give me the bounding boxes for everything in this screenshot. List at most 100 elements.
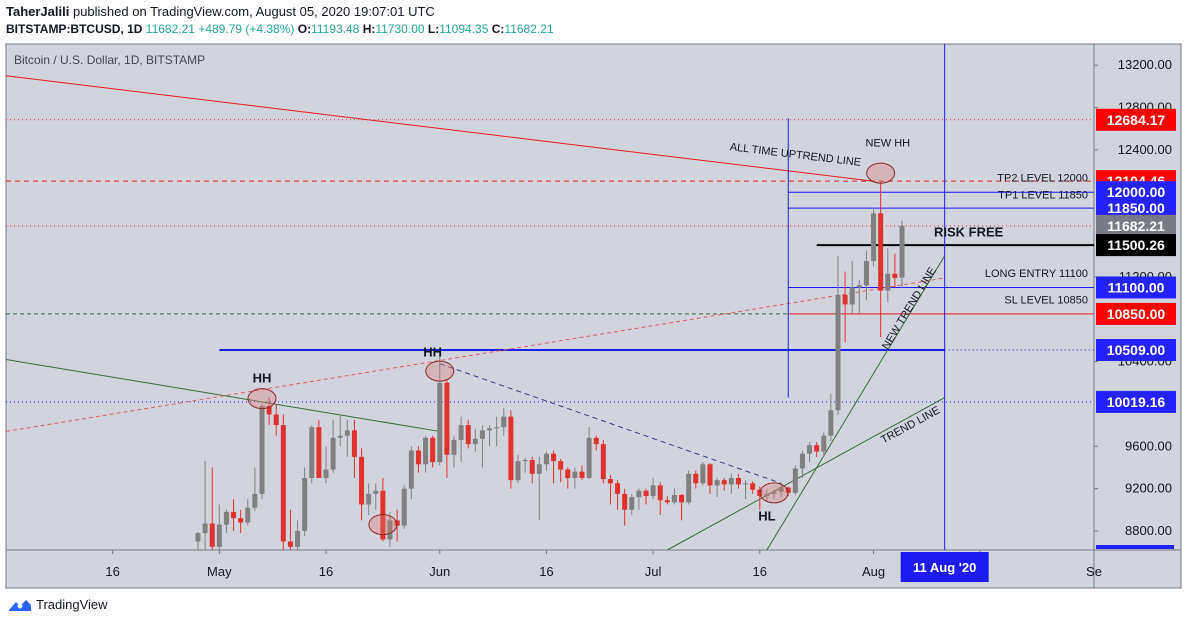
price-label-text: 10850.00 (1107, 306, 1166, 322)
candle-body (728, 478, 734, 485)
candle (750, 481, 756, 494)
candle (799, 450, 805, 479)
publish-info: published on TradingView.com, August 05,… (72, 4, 435, 19)
highlight-circle (759, 482, 789, 504)
y-tick-label: 12400.00 (1118, 142, 1172, 157)
candle-body (359, 456, 365, 505)
candle-body (871, 213, 877, 262)
candle-body (501, 416, 507, 428)
x-tick-label: 16 (753, 564, 767, 579)
candle-body (586, 437, 592, 479)
footer-brand[interactable]: TradingView (36, 597, 108, 612)
candle-body (856, 285, 862, 288)
candle (302, 467, 308, 537)
price-label: 11100.00 (1096, 276, 1176, 299)
price-label: 11500.26 (1096, 234, 1176, 257)
price-label-text: 11682.21 (1107, 218, 1165, 234)
candle (309, 425, 315, 484)
low-value: 11094.35 (439, 22, 489, 36)
x-tick-label: 16 (539, 564, 553, 579)
candle (238, 509, 244, 534)
candle-body (266, 406, 272, 415)
date-marker-box (900, 552, 989, 582)
candle-body (245, 507, 251, 523)
candle (650, 478, 656, 500)
annotation-label: TP1 LEVEL 11850 (998, 190, 1088, 202)
author-name[interactable]: TaherJalili (6, 4, 70, 19)
candle-body (259, 406, 265, 494)
y-tick-label: 13200.00 (1118, 57, 1172, 72)
price-label-box (1096, 390, 1176, 413)
annotation-label: SL LEVEL 10850 (1004, 294, 1088, 306)
x-tick-label: May (207, 564, 232, 579)
candle (366, 483, 372, 516)
open-value: 11193.48 (311, 22, 360, 36)
y-tick-label: 9600.00 (1125, 438, 1172, 453)
candle (636, 488, 642, 510)
candle (430, 435, 436, 468)
price-label-box (1096, 108, 1176, 131)
price-label-text: 10019.16 (1107, 394, 1166, 410)
candle (231, 499, 237, 531)
candle (679, 493, 685, 521)
candle-body (465, 425, 471, 445)
candle-body (302, 478, 308, 531)
tradingview-logo-icon[interactable] (8, 598, 32, 612)
price-label-box (1096, 276, 1176, 299)
candle-body (750, 483, 756, 490)
x-tick-label: 16 (105, 564, 119, 579)
candle (586, 427, 592, 480)
price-label-text: 12000.00 (1107, 184, 1166, 200)
highlight-circle (425, 360, 455, 382)
annotation-label: TP2 LEVEL 12000 (997, 173, 1088, 185)
candle (437, 356, 443, 466)
price-label-text: 11500.26 (1107, 237, 1165, 253)
candle-body (600, 444, 606, 480)
annotation-label: HL (758, 508, 775, 523)
candle (579, 465, 585, 481)
candle-body (238, 518, 244, 523)
candle-body (821, 435, 827, 452)
candle-body (423, 437, 429, 465)
candle (494, 416, 500, 447)
candle (202, 461, 208, 550)
candle (295, 520, 301, 550)
candle-body (543, 453, 549, 465)
candle-body (892, 273, 898, 278)
candle (387, 511, 393, 547)
candle-body (693, 473, 699, 484)
candle-body (771, 491, 777, 494)
publish-line: TaherJalili published on TradingView.com… (6, 4, 435, 19)
candle (543, 451, 549, 471)
candle (828, 393, 834, 441)
candle (451, 435, 457, 468)
symbol-label: BITSTAMP:BTCUSD, 1D (6, 22, 143, 36)
candle (209, 467, 215, 550)
candle-body (807, 445, 813, 454)
highlight-circle (368, 514, 398, 536)
candle (508, 410, 514, 489)
candle-body (629, 497, 635, 510)
candle (522, 457, 528, 473)
candle-body (657, 485, 663, 501)
candle (721, 478, 727, 491)
x-tick-label: Aug (862, 564, 885, 579)
plot-area[interactable] (6, 44, 1094, 550)
candle (899, 220, 905, 289)
x-tick-label: Se (1086, 564, 1102, 579)
candle-body (714, 480, 720, 486)
candle-body (842, 294, 848, 305)
candle (892, 253, 898, 288)
candle-body (330, 437, 336, 470)
candle (814, 442, 820, 457)
ohlc-line: BITSTAMP:BTCUSD, 1D 11682.21 +489.79 (+4… (6, 22, 554, 36)
candle (778, 483, 784, 498)
candle (558, 458, 564, 483)
time-axis[interactable] (6, 550, 1181, 588)
candle-body (828, 410, 834, 436)
candle (714, 478, 720, 498)
candle (664, 496, 670, 505)
candle-body (849, 287, 855, 305)
candle (728, 473, 734, 494)
